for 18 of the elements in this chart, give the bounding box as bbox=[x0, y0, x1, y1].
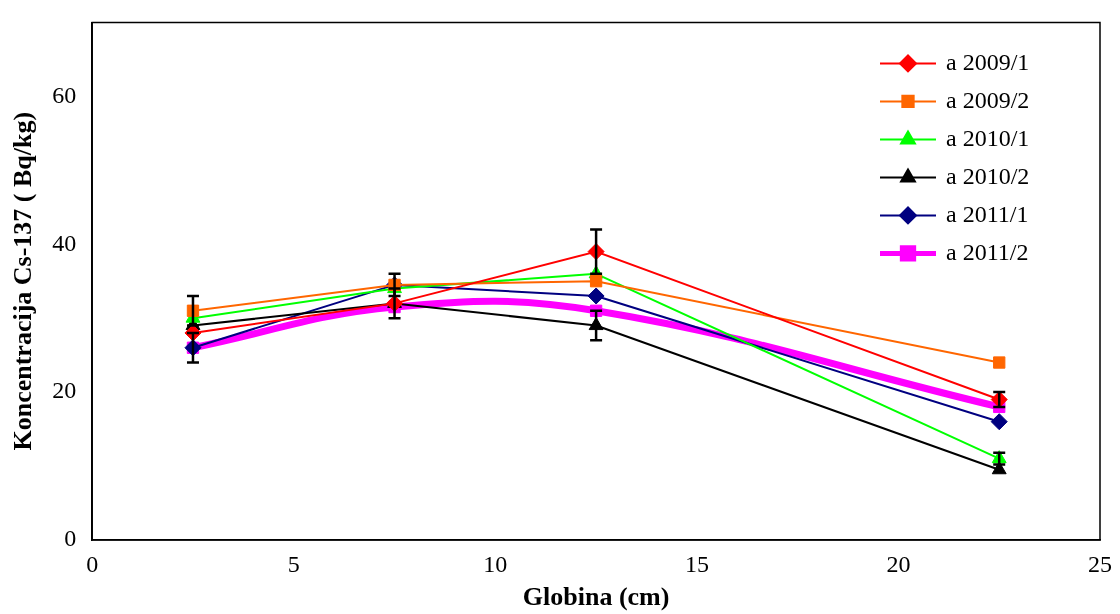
y-tick-label: 20 bbox=[52, 377, 77, 404]
y-tick-label: 40 bbox=[52, 229, 77, 256]
legend-label: a 2009/2 bbox=[946, 86, 1030, 113]
x-tick-label: 15 bbox=[684, 550, 709, 577]
y-tick-label: 60 bbox=[52, 81, 77, 108]
legend-label: a 2011/1 bbox=[946, 200, 1029, 227]
legend-label: a 2009/1 bbox=[946, 48, 1030, 75]
y-axis-title: Koncentracija Cs-137 ( Bq/kg) bbox=[8, 111, 38, 451]
legend-label: a 2010/1 bbox=[946, 124, 1030, 151]
x-tick-label: 10 bbox=[483, 550, 508, 577]
x-tick-label: 5 bbox=[287, 550, 300, 577]
y-tick-label: 0 bbox=[64, 525, 77, 552]
legend-label: a 2011/2 bbox=[946, 238, 1029, 265]
x-axis-title: Globina (cm) bbox=[522, 582, 670, 612]
x-tick-label: 20 bbox=[886, 550, 911, 577]
legend-label: a 2010/2 bbox=[946, 162, 1030, 189]
x-tick-label: 0 bbox=[86, 550, 99, 577]
x-tick-label: 25 bbox=[1088, 550, 1112, 577]
